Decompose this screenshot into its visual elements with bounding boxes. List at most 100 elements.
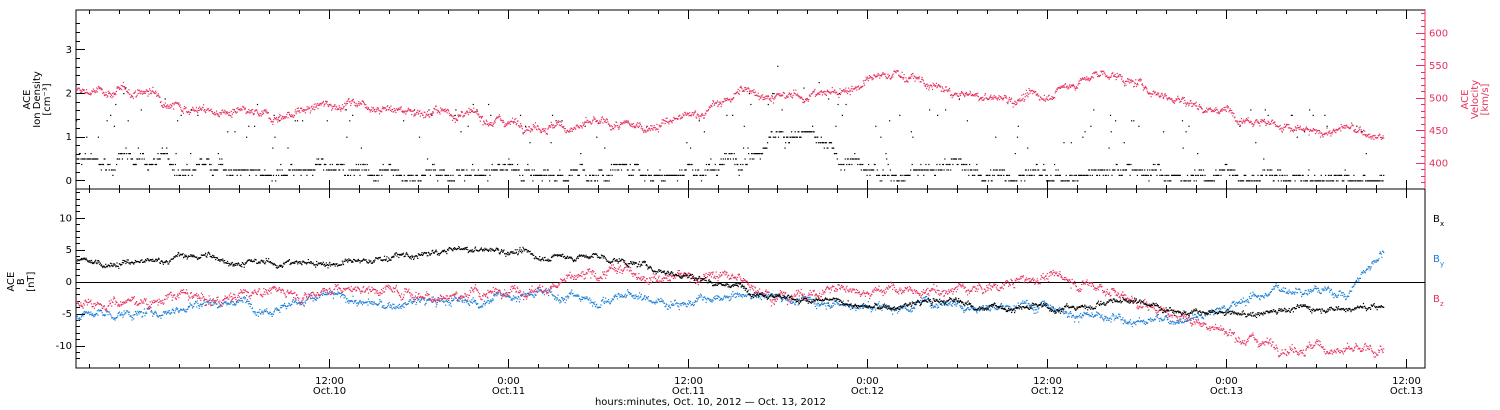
velocity-series-point (381, 108, 383, 110)
velocity-series-point (1000, 96, 1002, 98)
density-series-point (373, 174, 376, 176)
velocity-series-point (151, 91, 153, 93)
by-series-point (76, 315, 78, 317)
velocity-series-point (806, 99, 808, 101)
velocity-series-point (613, 128, 615, 130)
velocity-series-point (765, 95, 767, 97)
velocity-series-point (1329, 130, 1331, 132)
velocity-series-point (1256, 119, 1258, 121)
velocity-series-point (752, 90, 754, 92)
velocity-series-point (826, 91, 828, 93)
velocity-series-point (808, 99, 810, 101)
velocity-series-point (543, 128, 545, 130)
density-series-point (1025, 169, 1027, 171)
velocity-series-point (264, 109, 266, 111)
velocity-series-point (1193, 104, 1195, 106)
velocity-series-point (1098, 75, 1100, 77)
velocity-series-point (1164, 93, 1166, 95)
velocity-series-point (678, 115, 680, 118)
by-series-point (393, 303, 395, 305)
velocity-series-point (1306, 128, 1308, 130)
velocity-series-point (1039, 99, 1041, 101)
density-series-point (571, 174, 573, 176)
velocity-series-point (799, 95, 801, 97)
velocity-series-point (1243, 120, 1245, 123)
velocity-series-point (498, 116, 500, 118)
velocity-series-point (979, 98, 981, 100)
density-series-point (359, 174, 361, 176)
density-series-point (1137, 169, 1139, 171)
density-series-point (708, 163, 711, 166)
density-series-point (106, 120, 108, 122)
velocity-series-point (1111, 73, 1113, 75)
velocity-series-point (1182, 96, 1184, 98)
density-series-point (1165, 180, 1167, 182)
density-series-point (436, 174, 438, 176)
density-series-point (1146, 174, 1148, 176)
density-series-point (556, 180, 558, 182)
density-series-point (367, 174, 369, 176)
density-series-point (867, 169, 869, 171)
velocity-series-point (603, 119, 605, 121)
velocity-series-point (945, 86, 947, 88)
density-series-point (726, 114, 728, 116)
velocity-series-point (814, 88, 816, 90)
velocity-series-point (477, 110, 479, 112)
velocity-series-point (1282, 129, 1285, 131)
velocity-series-point (1270, 120, 1273, 123)
velocity-series-point (95, 90, 97, 92)
density-series-point (616, 169, 618, 171)
velocity-series-point (202, 106, 204, 109)
velocity-series-point (1366, 134, 1368, 136)
density-series-point (559, 169, 561, 171)
density-series-point (976, 163, 978, 166)
density-series-point (214, 169, 216, 171)
density-series-point (402, 180, 404, 182)
density-series-point (281, 169, 283, 171)
velocity-series-point (1131, 80, 1133, 83)
velocity-series-point (347, 100, 349, 102)
velocity-series-point (930, 84, 933, 87)
by-series-point (235, 303, 237, 305)
density-series-point (1113, 169, 1115, 171)
velocity-series-point (595, 120, 597, 122)
density-series-point (793, 136, 795, 138)
by-series-point (145, 311, 147, 313)
velocity-series-point (199, 108, 201, 110)
by-series-point (285, 308, 287, 310)
velocity-series-point (912, 72, 914, 75)
density-series-point (206, 158, 208, 160)
density-series-point (1091, 169, 1093, 171)
velocity-series-point (512, 121, 514, 123)
velocity-series-point (193, 110, 195, 112)
velocity-series-point (736, 91, 739, 93)
density-series-point (911, 163, 913, 166)
velocity-series-point (1314, 129, 1316, 131)
velocity-series-point (635, 125, 637, 127)
density-series-point (921, 169, 923, 171)
velocity-series-point (177, 102, 179, 104)
density-series-point (1096, 174, 1099, 176)
velocity-series-point (964, 92, 966, 94)
velocity-series-point (794, 93, 796, 95)
x-tick-date: Oct.13 (1390, 386, 1423, 397)
density-series-point (693, 174, 695, 176)
velocity-series-point (1224, 106, 1226, 108)
velocity-series-point (910, 77, 912, 79)
velocity-series-point (434, 109, 436, 111)
velocity-series-point (1061, 86, 1063, 88)
density-series-point (1219, 169, 1221, 171)
by-series-point (398, 307, 400, 309)
velocity-series-point (609, 125, 611, 128)
density-series-point (114, 169, 116, 171)
velocity-series-point (1236, 120, 1238, 122)
velocity-series-point (1058, 87, 1060, 89)
velocity-series-point (1104, 72, 1106, 74)
density-series-point (412, 174, 414, 176)
density-series-point (171, 163, 173, 166)
density-series-point (808, 131, 810, 133)
density-series-point (612, 163, 615, 166)
density-series-point (264, 174, 267, 176)
density-series-point (773, 93, 775, 95)
density-series-point (1017, 125, 1019, 127)
